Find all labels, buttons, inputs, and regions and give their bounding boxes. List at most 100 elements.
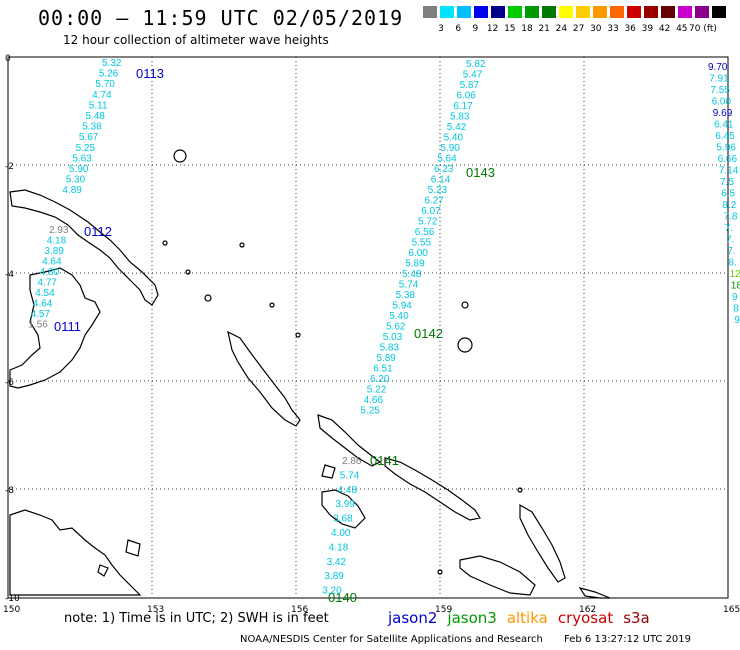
wave-height-value: 9	[734, 315, 740, 326]
credit-agency: NOAA/NESDIS Center for Satellite Applica…	[240, 634, 543, 645]
wave-height-value: 7.8	[724, 212, 738, 223]
wave-height-value: 3.68	[333, 514, 353, 525]
color-scale-tick: 42	[658, 24, 671, 34]
color-swatch	[644, 6, 659, 18]
wave-height-value: 5.96	[716, 143, 736, 154]
latitude-tick: -4	[5, 270, 14, 280]
color-swatch	[474, 6, 489, 18]
longitude-tick: 162	[579, 605, 596, 615]
wave-height-value: 4.48	[338, 485, 358, 496]
wave-height-value: 5.25	[360, 406, 380, 417]
latitude-tick: 0	[5, 54, 11, 64]
color-swatch	[661, 6, 676, 18]
wave-height-value: 4.74	[92, 90, 112, 101]
coastlines	[9, 149, 611, 599]
wave-height-value: 6.00	[712, 97, 732, 108]
coastline-vella-lavella	[321, 464, 336, 479]
wave-height-value: 5.64	[437, 154, 457, 165]
wave-height-value: 4.64	[33, 299, 53, 310]
wave-height-value: 5.90	[440, 143, 460, 154]
wave-height-value: 5.48	[402, 269, 422, 280]
wave-height-value: 6.00	[408, 248, 428, 259]
color-swatch	[440, 6, 455, 18]
wave-height-value: 5.11	[89, 100, 108, 111]
wave-height-value: 5.55	[412, 238, 432, 249]
coastline-islet	[162, 240, 168, 246]
wave-height-value: 5.25	[76, 143, 96, 154]
color-scale-tick: 39	[641, 24, 654, 34]
coastline-santa-isabel	[384, 457, 481, 521]
wave-height-value: 5.89	[405, 259, 425, 270]
wave-height-value: 6.23	[434, 164, 454, 175]
wave-height-value: 5.74	[399, 280, 419, 291]
graticule	[8, 57, 728, 597]
wave-height-value: 5.30	[66, 175, 86, 186]
color-swatch	[525, 6, 540, 18]
latitude-tick: -8	[5, 486, 14, 496]
wave-height-value: 5.03	[383, 332, 403, 343]
wave-height-value: 4.00	[331, 528, 351, 539]
wave-height-value: 4.54	[35, 288, 55, 299]
pass-id-0140: 0140	[328, 590, 357, 605]
coastline-ontong-java	[457, 337, 473, 353]
coastline-islet	[173, 149, 187, 163]
wave-height-value: 7.5	[720, 177, 734, 188]
pass-id-0113: 0113	[136, 66, 164, 81]
coastline-islet	[461, 301, 469, 309]
mission-s3a: s3a	[623, 609, 650, 627]
coastline-png-mainland	[9, 509, 142, 596]
coastline-new-ireland	[9, 189, 159, 306]
pass-id-0143: 0143	[466, 165, 495, 180]
wave-height-value: 2.93	[49, 225, 69, 236]
wave-height-value: 6.51	[373, 364, 393, 375]
wave-height-value: 3.99	[335, 499, 355, 510]
color-swatch	[678, 6, 693, 18]
wave-height-value: 18	[731, 281, 740, 292]
color-swatch	[712, 6, 727, 18]
wave-height-value: 5.70	[95, 79, 115, 90]
wave-height-value: 5.89	[376, 353, 396, 364]
wave-height-value: 5.94	[392, 301, 412, 312]
color-scale-tick: 33	[607, 24, 619, 34]
wave-height-value: 5.47	[463, 70, 483, 81]
color-scale-tick: 70 (ft)	[689, 24, 717, 34]
color-scale-tick: 27	[572, 24, 585, 34]
color-swatch	[457, 6, 472, 18]
wave-height-value: 5.83	[450, 112, 470, 123]
color-swatch	[491, 6, 506, 18]
coastline-new-britain	[9, 267, 101, 389]
wave-height-value: 5.42	[447, 122, 467, 133]
wave-height-value: 5.40	[389, 311, 409, 322]
wave-height-value: 3.89	[324, 571, 344, 582]
wave-height-value: 12	[730, 269, 740, 280]
wave-height-value: 6.06	[456, 91, 476, 102]
wave-height-value: 5.32	[102, 58, 122, 69]
pass-id-0142: 0142	[414, 326, 443, 341]
wave-height-value: 7.55	[710, 85, 730, 96]
latitude-tick: -2	[5, 162, 14, 172]
credit-line: NOAA/NESDIS Center for Satellite Applica…	[240, 634, 691, 645]
wave-height-value: 5.23	[428, 185, 448, 196]
wave-height-value: 5.40	[444, 133, 464, 144]
coastline-choiseul	[317, 414, 382, 467]
wave-height-value: 9.69	[713, 108, 733, 119]
wave-height-value: 4.77	[38, 278, 58, 289]
wave-height-value: 6.17	[453, 101, 473, 112]
wave-height-value: 4.18	[47, 236, 67, 247]
coastline-islet	[125, 539, 141, 557]
color-swatch	[576, 6, 591, 18]
pass-id-0112: 0112	[84, 224, 112, 239]
wave-height-value: 5.22	[367, 385, 387, 396]
wave-height-value: 4.80	[40, 267, 60, 278]
wave-height-value: 7.14	[719, 166, 739, 177]
wave-height-value: 9	[732, 292, 738, 303]
color-swatch	[423, 6, 438, 18]
color-swatch	[542, 6, 557, 18]
longitude-tick: 153	[147, 605, 164, 615]
wave-height-value: 7.	[726, 235, 734, 246]
wave-height-value: 5.72	[418, 217, 438, 228]
wave-height-value: 6.27	[424, 196, 444, 207]
color-scale-tick: 18	[521, 24, 533, 34]
